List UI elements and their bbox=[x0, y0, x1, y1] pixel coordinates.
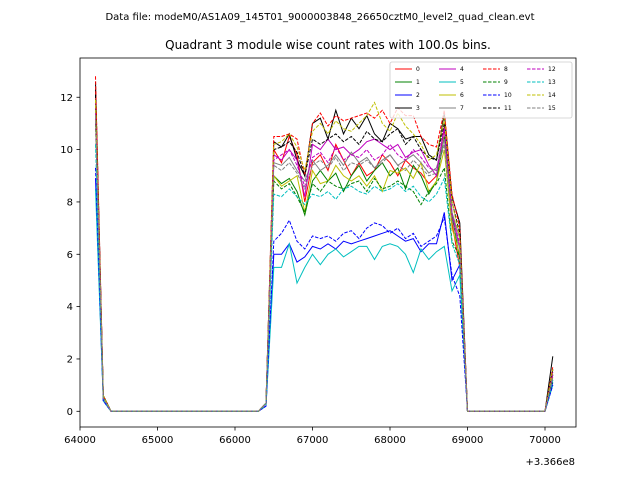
legend-label-2: 2 bbox=[416, 92, 420, 99]
x-tick-label: 69000 bbox=[452, 435, 484, 446]
legend-label-1: 1 bbox=[416, 79, 420, 86]
legend-box bbox=[389, 61, 573, 119]
x-tick-label: 65000 bbox=[142, 435, 174, 446]
x-tick-label: 67000 bbox=[297, 435, 329, 446]
legend-label-0: 0 bbox=[416, 66, 420, 73]
axes-frame bbox=[79, 57, 577, 428]
legend-label-6: 6 bbox=[460, 92, 464, 99]
legend-label-9: 9 bbox=[504, 79, 508, 86]
x-tick-label: 68000 bbox=[374, 435, 406, 446]
y-tick-label: 10 bbox=[60, 145, 73, 156]
legend-label-7: 7 bbox=[460, 105, 464, 112]
plot-area bbox=[95, 76, 554, 412]
figure-suptitle: Data file: modeM0/AS1A09_145T01_90000038… bbox=[105, 12, 534, 23]
axes: 64000 65000 66000 67000 68000 69000 70000 0 2 4 6 8… bbox=[60, 93, 561, 446]
legend-label-15: 15 bbox=[548, 105, 556, 112]
legend-label-14: 14 bbox=[548, 92, 556, 99]
y-tick-label: 2 bbox=[67, 354, 73, 365]
legend-label-8: 8 bbox=[504, 66, 508, 73]
y-tick-label: 0 bbox=[67, 407, 73, 418]
legend-label-10: 10 bbox=[504, 92, 512, 99]
legend-label-4: 4 bbox=[460, 66, 464, 73]
series-line-15 bbox=[95, 115, 554, 412]
legend-label-5: 5 bbox=[460, 79, 464, 86]
x-tick-label: 64000 bbox=[64, 435, 96, 446]
legend-label-3: 3 bbox=[416, 105, 420, 112]
x-offset-label: +3.366e8 bbox=[525, 457, 575, 468]
y-tick-label: 6 bbox=[67, 250, 73, 261]
y-tick-label: 4 bbox=[67, 302, 73, 313]
y-tick-label: 8 bbox=[67, 197, 73, 208]
chart-title: Quadrant 3 module wise count rates with … bbox=[165, 38, 491, 52]
legend-label-13: 13 bbox=[548, 79, 556, 86]
legend-label-11: 11 bbox=[504, 105, 512, 112]
x-tick-label: 70000 bbox=[529, 435, 561, 446]
x-tick-label: 66000 bbox=[219, 435, 251, 446]
y-tick-label: 12 bbox=[60, 93, 73, 104]
legend-label-12: 12 bbox=[548, 66, 556, 73]
